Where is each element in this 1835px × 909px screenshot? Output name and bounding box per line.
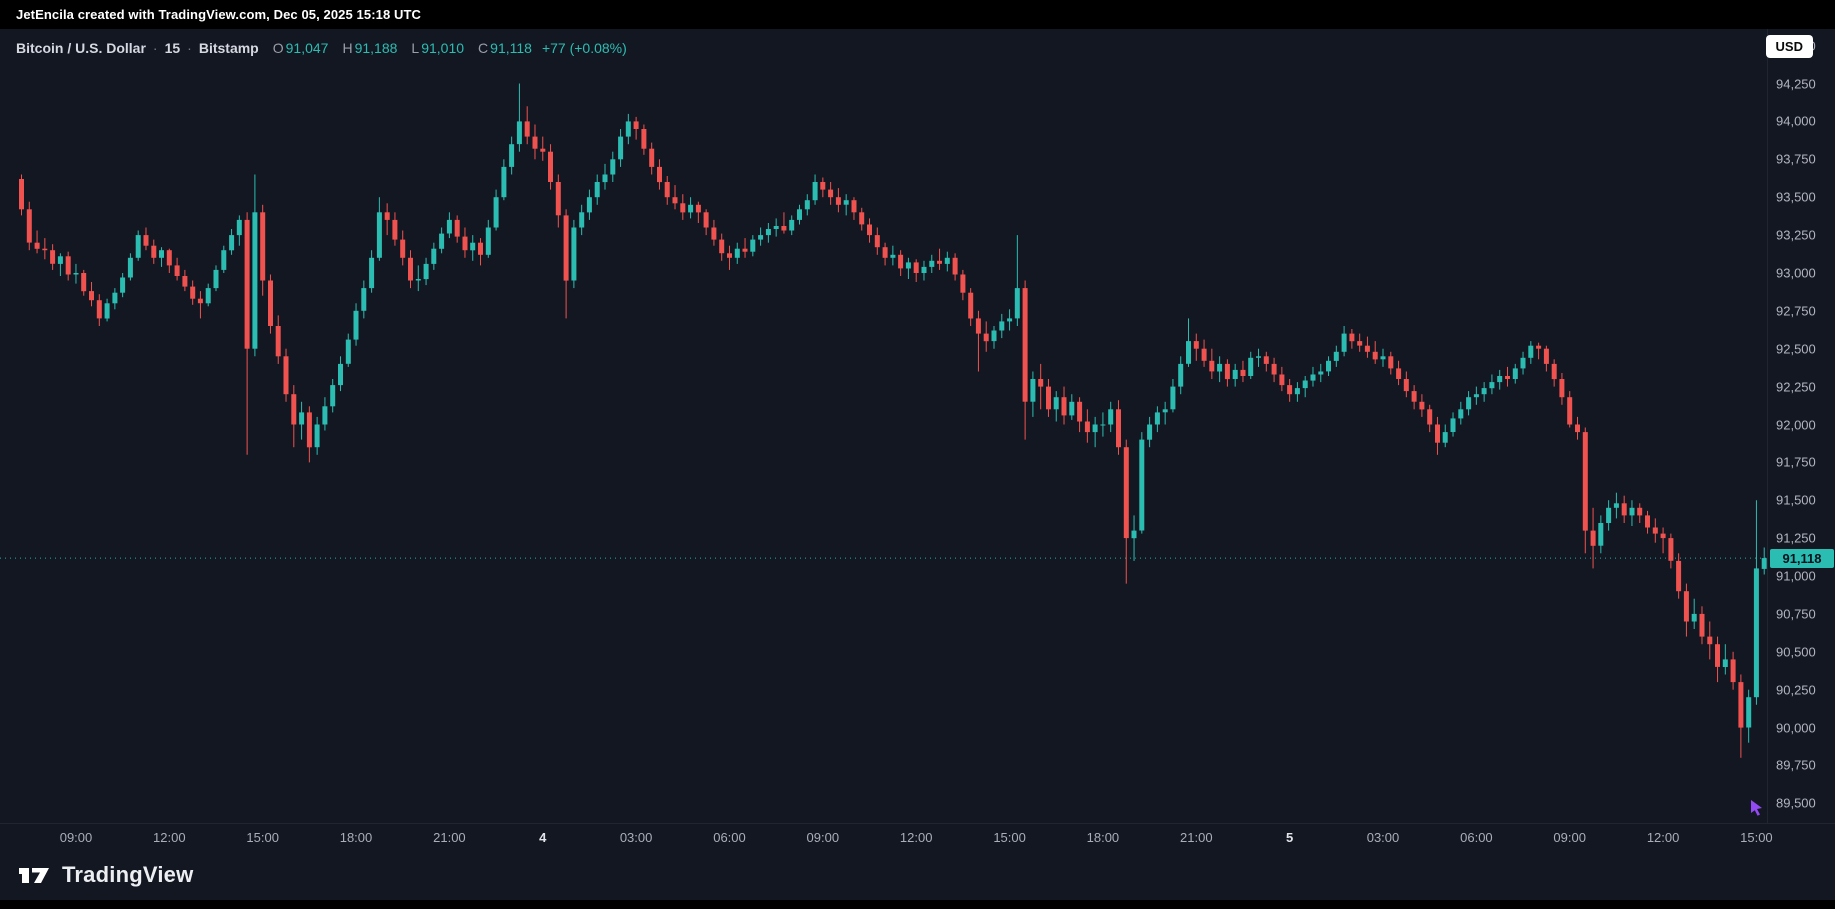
price-tick-label: 89,500 bbox=[1776, 795, 1816, 811]
price-tick-label: 91,000 bbox=[1776, 568, 1816, 584]
bottom-strip bbox=[0, 900, 1835, 909]
price-tick-label: 92,750 bbox=[1776, 303, 1816, 319]
price-tick-label: 90,500 bbox=[1776, 644, 1816, 660]
time-tick-label: 03:00 bbox=[1366, 830, 1400, 845]
price-tick-label: 92,250 bbox=[1776, 379, 1816, 395]
price-tick-label: 93,250 bbox=[1776, 227, 1816, 243]
legend: Bitcoin / U.S. Dollar · 15 · Bitstamp O … bbox=[16, 40, 627, 56]
price-tick-label: 93,500 bbox=[1776, 189, 1816, 205]
footer: TradingView bbox=[0, 849, 1835, 900]
close-value: 91,118 bbox=[490, 40, 532, 56]
low-label: L bbox=[411, 40, 420, 56]
time-tick-label: 15:00 bbox=[1740, 830, 1773, 845]
price-tick-label: 94,000 bbox=[1776, 113, 1816, 129]
time-tick-label: 03:00 bbox=[619, 830, 653, 845]
cursor-icon bbox=[1751, 800, 1762, 816]
time-tick-label: 06:00 bbox=[1460, 830, 1493, 845]
time-tick-label: 18:00 bbox=[1086, 830, 1120, 845]
time-axis[interactable]: 09:00 12:00 15:00 18:00 21:00 4 03:00 06:00 09:0… bbox=[0, 823, 1835, 849]
legend-separator: · bbox=[152, 40, 158, 56]
tradingview-logo[interactable] bbox=[18, 861, 52, 889]
time-tick-label: 18:00 bbox=[339, 830, 373, 845]
symbol-name[interactable]: Bitcoin / U.S. Dollar bbox=[16, 40, 146, 56]
time-tick-label: 15:00 bbox=[246, 830, 279, 845]
close-label: C bbox=[478, 40, 489, 56]
time-tick-label: 21:00 bbox=[433, 830, 466, 845]
last-price-badge: 91,118 bbox=[1770, 548, 1834, 568]
tradingview-wordmark[interactable]: TradingView bbox=[62, 861, 194, 887]
price-tick-label: 90,250 bbox=[1776, 682, 1816, 698]
interval-label[interactable]: 15 bbox=[164, 40, 181, 56]
price-tick-label: 94,250 bbox=[1776, 76, 1816, 91]
time-tick-label: 12:00 bbox=[1646, 830, 1680, 845]
time-tick-label: 09:00 bbox=[806, 830, 840, 845]
exchange-label[interactable]: Bitstamp bbox=[198, 40, 259, 56]
time-tick-day-label: 5 bbox=[1285, 830, 1294, 845]
time-tick-label: 12:00 bbox=[899, 830, 933, 845]
low-value: 91,010 bbox=[421, 40, 465, 56]
time-tick-label: 06:00 bbox=[713, 830, 746, 845]
currency-button[interactable]: USD bbox=[1765, 35, 1813, 58]
attribution-bar: JetEncila created with TradingView.com, … bbox=[0, 0, 1835, 29]
high-label: H bbox=[342, 40, 353, 56]
time-tick-day-label: 4 bbox=[539, 830, 547, 845]
change-value: +77 (+0.08%) bbox=[541, 40, 627, 56]
price-tick-label: 90,000 bbox=[1776, 720, 1816, 735]
price-tick-label: 92,500 bbox=[1776, 341, 1816, 357]
price-tick-label: 91,750 bbox=[1776, 454, 1816, 470]
open-value: 91,047 bbox=[285, 40, 329, 56]
price-tick-label: 89,750 bbox=[1776, 757, 1816, 773]
high-value: 91,188 bbox=[354, 40, 398, 56]
price-tick-label: 91,500 bbox=[1776, 492, 1816, 508]
price-tick-label: 91,250 bbox=[1776, 530, 1816, 546]
price-tick-label: 93,750 bbox=[1776, 151, 1816, 167]
price-axis[interactable]: 91,118 94,50094,25094,00093,75093,50093,… bbox=[1767, 29, 1835, 823]
open-label: O bbox=[272, 40, 284, 56]
time-tick-label: 15:00 bbox=[993, 830, 1026, 845]
time-tick-label: 09:00 bbox=[1553, 830, 1586, 845]
price-tick-label: 93,000 bbox=[1776, 265, 1816, 281]
time-tick-label: 12:00 bbox=[153, 830, 186, 845]
time-tick-label: 09:00 bbox=[59, 830, 93, 845]
time-tick-label: 21:00 bbox=[1180, 830, 1213, 845]
price-tick-label: 92,000 bbox=[1776, 417, 1816, 432]
candlestick-chart[interactable] bbox=[0, 29, 1767, 823]
legend-separator: · bbox=[187, 40, 192, 56]
chart-container[interactable]: Bitcoin / U.S. Dollar · 15 · Bitstamp O … bbox=[0, 29, 1835, 849]
attribution-text: JetEncila created with TradingView.com, … bbox=[16, 7, 422, 22]
price-tick-label: 90,750 bbox=[1776, 606, 1816, 622]
